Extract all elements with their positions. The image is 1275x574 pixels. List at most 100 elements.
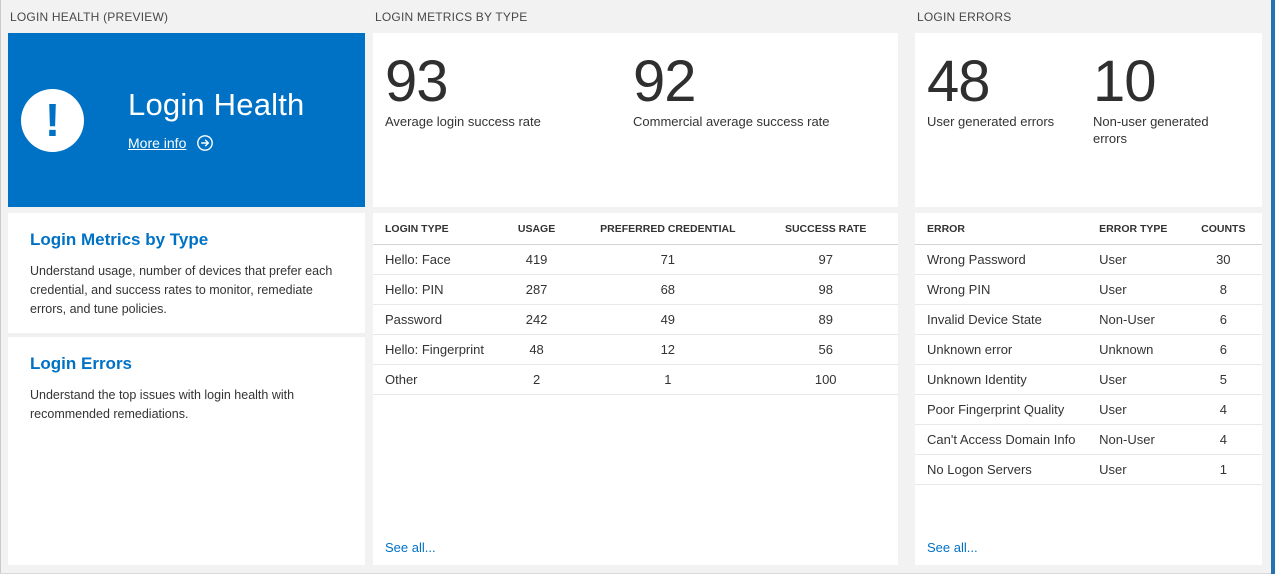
table-cell: 68 [582,274,754,305]
table-row[interactable]: Can't Access Domain Info Non-User 4 [915,424,1262,455]
table-cell: 6 [1184,334,1262,365]
stat-label: Average login success rate [385,114,541,129]
table-cell: Hello: Fingerprint [373,334,491,365]
table-cell: Wrong Password [915,244,1088,275]
circled-right-arrow-icon[interactable] [196,134,214,152]
more-info-link[interactable]: More info [128,134,187,151]
table-row[interactable]: Hello: PIN 287 68 98 [373,274,898,305]
login-errors-table: ERROR ERROR TYPE COUNTS Wrong Password User 3… [915,213,1262,485]
section-title-login-metrics: LOGIN METRICS BY TYPE [375,10,528,24]
table-cell: Non-User [1087,424,1185,455]
left-edge-line [0,0,1,574]
table-cell: Unknown error [915,334,1088,365]
info-heading-login-errors[interactable]: Login Errors [30,354,133,374]
errors-stat-card: 48 User generated errors 10 Non-user gen… [915,33,1262,207]
metrics-table-card: LOGIN TYPE USAGE PREFERRED CREDENTIAL SUCCE… [373,213,898,565]
table-row[interactable]: Poor Fingerprint Quality User 4 [915,394,1262,425]
table-header-row: ERROR ERROR TYPE COUNTS [915,213,1262,245]
column-header: LOGIN TYPE [373,213,491,245]
table-row[interactable]: Other 2 1 100 [373,364,898,395]
login-health-tile[interactable]: ! Login Health More info [8,33,365,207]
table-row[interactable]: Unknown Identity User 5 [915,364,1262,395]
stat-label: Non-user generated errors [1093,114,1209,146]
table-cell: 1 [582,364,754,395]
table-cell: Poor Fingerprint Quality [915,394,1088,425]
stat-average-success-rate: 93 Average login success rate [385,53,633,187]
table-row[interactable]: Unknown error Unknown 6 [915,334,1262,365]
table-cell: 242 [490,304,583,335]
table-cell: Unknown Identity [915,364,1088,395]
table-cell: 97 [753,244,898,275]
column-header: ERROR [915,213,1088,245]
table-row[interactable]: No Logon Servers User 1 [915,454,1262,485]
see-all-link-metrics[interactable]: See all... [385,540,436,555]
table-cell: 8 [1184,274,1262,305]
table-cell: User [1087,454,1185,485]
table-cell: Hello: Face [373,244,491,275]
right-edge-blue-strip [1271,0,1275,574]
see-all-link-errors[interactable]: See all... [927,540,978,555]
errors-table-card: ERROR ERROR TYPE COUNTS Wrong Password User 3… [915,213,1262,565]
table-cell: Invalid Device State [915,304,1088,335]
table-cell: 48 [490,334,583,365]
table-row[interactable]: Invalid Device State Non-User 6 [915,304,1262,335]
stat-non-user-errors: 10 Non-user generated errors [1093,53,1218,187]
table-cell: 419 [490,244,583,275]
login-metrics-table: LOGIN TYPE USAGE PREFERRED CREDENTIAL SUCCE… [373,213,898,395]
section-title-login-health: LOGIN HEALTH (PREVIEW) [10,10,169,24]
table-row[interactable]: Wrong Password User 30 [915,244,1262,275]
more-info-row: More info [128,134,304,152]
stat-value: 10 [1093,49,1157,114]
table-row[interactable]: Hello: Fingerprint 48 12 56 [373,334,898,365]
table-row[interactable]: Password 242 49 89 [373,304,898,335]
stat-user-errors: 48 User generated errors [927,53,1093,187]
info-description-login-metrics: Understand usage, number of devices that… [30,264,333,316]
info-heading-login-metrics[interactable]: Login Metrics by Type [30,230,209,249]
table-cell: User [1087,274,1185,305]
column-header: USAGE [490,213,583,245]
table-cell: 2 [490,364,583,395]
table-cell: Wrong PIN [915,274,1088,305]
table-cell: 98 [753,274,898,305]
login-metrics-column: LOGIN METRICS BY TYPE 93 Average login s… [373,0,898,565]
table-cell: 71 [582,244,754,275]
table-cell: 100 [753,364,898,395]
table-cell: 5 [1184,364,1262,395]
tile-text: Login Health More info [128,88,304,151]
column-header: PREFERRED CREDENTIAL [582,213,754,245]
table-cell: 56 [753,334,898,365]
table-cell: 49 [582,304,754,335]
table-cell: 6 [1184,304,1262,335]
table-cell: User [1087,244,1185,275]
table-cell: Hello: PIN [373,274,491,305]
column-header: SUCCESS RATE [753,213,898,245]
table-row[interactable]: Wrong PIN User 8 [915,274,1262,305]
table-header-row: LOGIN TYPE USAGE PREFERRED CREDENTIAL SUCCE… [373,213,898,245]
tile-title: Login Health [128,87,305,123]
table-cell: 4 [1184,394,1262,425]
stat-value: 93 [385,49,449,114]
info-section-metrics[interactable]: Login Metrics by Type Understand usage, … [8,213,365,333]
table-cell: 30 [1184,244,1262,275]
table-cell: 4 [1184,424,1262,455]
table-row[interactable]: Hello: Face 419 71 97 [373,244,898,275]
stat-value: 92 [633,49,697,114]
table-cell: 89 [753,304,898,335]
login-errors-column: LOGIN ERRORS 48 User generated errors 10… [915,0,1262,565]
table-cell: User [1087,394,1185,425]
table-cell: 12 [582,334,754,365]
column-header: ERROR TYPE [1087,213,1185,245]
table-cell: User [1087,364,1185,395]
stat-value: 48 [927,49,991,114]
login-health-info-card: Login Metrics by Type Understand usage, … [8,213,365,565]
info-section-errors[interactable]: Login Errors Understand the top issues w… [8,337,365,439]
stat-label: User generated errors [927,114,1055,129]
alert-icon: ! [21,88,84,152]
stat-label: Commercial average success rate [633,114,830,129]
column-header: COUNTS [1184,213,1262,245]
stat-commercial-success-rate: 92 Commercial average success rate [633,53,830,187]
table-cell: Unknown [1087,334,1185,365]
table-cell: 1 [1184,454,1262,485]
info-description-login-errors: Understand the top issues with login hea… [30,388,295,421]
